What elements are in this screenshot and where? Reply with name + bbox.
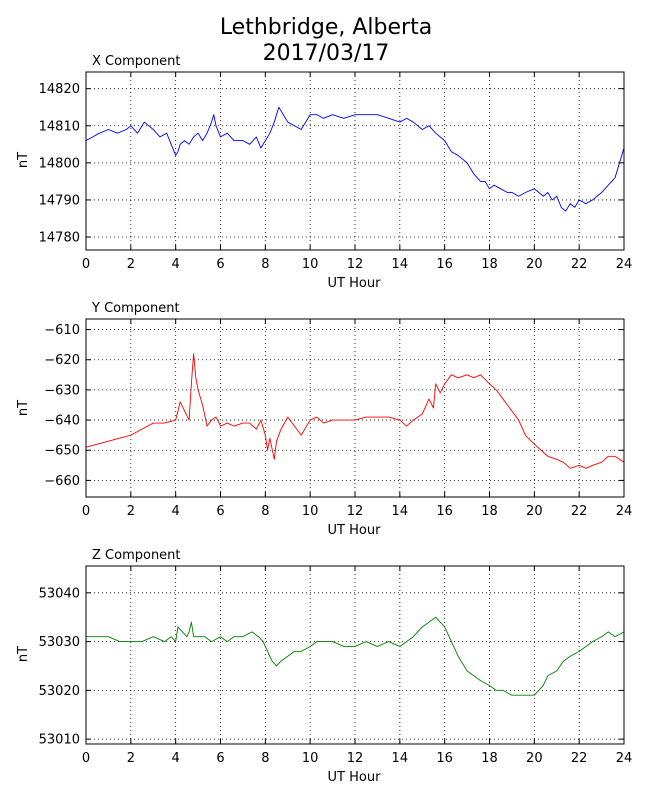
z-component-ytick-label: 53040: [39, 586, 80, 601]
x-component-xtick-label: 8: [261, 257, 269, 272]
z-component-title: Z Component: [92, 548, 181, 563]
z-component-xtick-label: 6: [216, 751, 224, 766]
x-component-xtick-label: 24: [616, 257, 633, 272]
x-component-xlabel: UT Hour: [328, 276, 382, 291]
x-component-xtick-label: 16: [436, 257, 453, 272]
z-component-xtick-label: 18: [481, 751, 498, 766]
x-component-xtick-label: 20: [526, 257, 543, 272]
y-component-panel: Y Component UT Hour nT 0 2 4 6 8 10 12 14 16 18 20…: [16, 301, 632, 538]
x-component-xtick-label: 22: [571, 257, 588, 272]
y-component-ytick-label: −640: [44, 414, 80, 429]
z-component-xtick-label: 12: [347, 751, 364, 766]
y-component-xtick-label: 2: [127, 504, 135, 519]
z-component-ytick-label: 53030: [39, 635, 80, 650]
z-component-ytick-label: 53020: [39, 684, 80, 699]
z-component-xtick-label: 0: [82, 751, 90, 766]
x-component-ytick-label: 14790: [39, 193, 80, 208]
x-component-ytick-label: 14800: [39, 156, 80, 171]
y-component-xtick-label: 24: [616, 504, 633, 519]
figure-title-line-1: Lethbridge, Alberta: [220, 15, 432, 40]
y-component-xtick-label: 14: [392, 504, 409, 519]
y-component-xtick-label: 12: [347, 504, 364, 519]
z-component-panel: Z Component UT Hour nT 0 2 4 6 8 10 12 14 16 18 20…: [16, 548, 632, 785]
z-component-xtick-label: 4: [172, 751, 180, 766]
x-component-title: X Component: [92, 54, 181, 69]
y-component-xlabel: UT Hour: [328, 523, 382, 538]
x-component-ylabel: nT: [16, 152, 31, 168]
y-component-ytick-label: −650: [44, 444, 80, 459]
z-component-xtick-label: 2: [127, 751, 135, 766]
y-component-xtick-label: 22: [571, 504, 588, 519]
x-component-ytick-label: 14810: [39, 119, 80, 134]
z-component-xtick-label: 24: [616, 751, 633, 766]
y-component-ylabel: nT: [16, 400, 31, 416]
x-component-xtick-label: 18: [481, 257, 498, 272]
x-component-xtick-label: 4: [172, 257, 180, 272]
y-component-xtick-label: 16: [436, 504, 453, 519]
y-component-ytick-label: −620: [44, 353, 80, 368]
y-component-title: Y Component: [91, 301, 180, 316]
z-component-ytick-label: 53010: [39, 733, 80, 748]
z-component-series-line: [86, 616, 625, 696]
x-component-xtick-label: 6: [216, 257, 224, 272]
z-component-xtick-label: 22: [571, 751, 588, 766]
z-component-xtick-label: 20: [526, 751, 543, 766]
x-component-panel: X Component UT Hour nT 0 2 4 6 8 10 12 14 16 18 20…: [16, 54, 632, 291]
y-component-xtick-label: 6: [216, 504, 224, 519]
x-component-xtick-label: 10: [302, 257, 319, 272]
z-component-xtick-label: 10: [302, 751, 319, 766]
z-component-ylabel: nT: [16, 646, 31, 662]
y-component-xtick-label: 8: [261, 504, 269, 519]
y-component-xtick-label: 10: [302, 504, 319, 519]
x-component-xtick-label: 14: [392, 257, 409, 272]
x-component-ytick-label: 14820: [39, 82, 80, 97]
z-component-xtick-label: 16: [436, 751, 453, 766]
x-component-xtick-label: 2: [127, 257, 135, 272]
x-component-series-line: [85, 106, 625, 212]
z-component-xtick-label: 8: [261, 751, 269, 766]
y-component-ytick-label: −660: [44, 474, 80, 489]
y-component-series-line: [85, 353, 625, 469]
y-component-ytick-label: −610: [44, 323, 80, 338]
z-component-xlabel: UT Hour: [328, 770, 382, 785]
y-component-xtick-label: 0: [82, 504, 90, 519]
y-component-xtick-label: 4: [172, 504, 180, 519]
y-component-xtick-label: 20: [526, 504, 543, 519]
z-component-xtick-label: 14: [392, 751, 409, 766]
x-component-ytick-label: 14780: [39, 231, 80, 246]
figure-title-line-2: 2017/03/17: [263, 41, 390, 66]
x-component-xtick-label: 12: [347, 257, 364, 272]
y-component-xtick-label: 18: [481, 504, 498, 519]
y-component-ytick-label: −630: [44, 383, 80, 398]
x-component-xtick-label: 0: [82, 257, 90, 272]
